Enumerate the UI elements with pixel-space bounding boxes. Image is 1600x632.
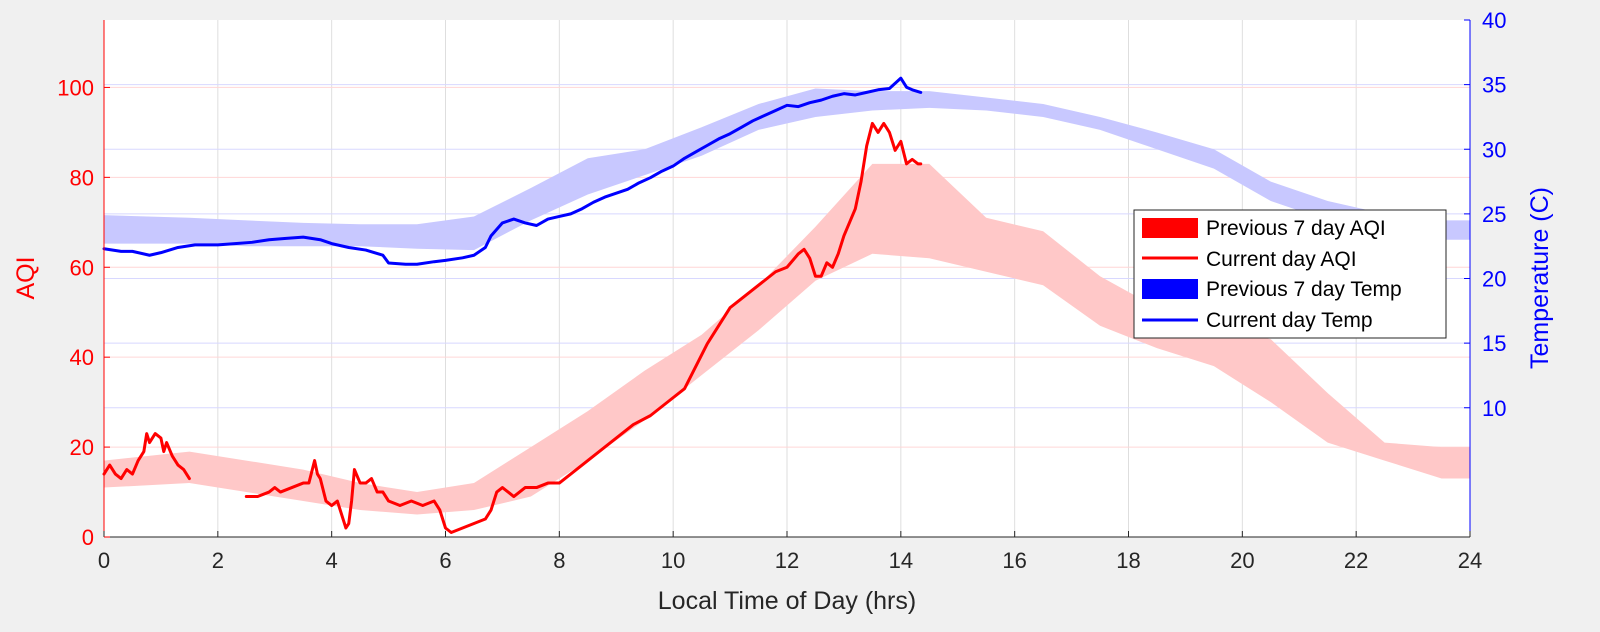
lines-layer <box>102 76 923 535</box>
line-series-1-seg-0 <box>102 432 191 481</box>
left-tick-label: 80 <box>70 165 94 190</box>
x-tick-label: 14 <box>889 548 913 573</box>
x-tick-label: 0 <box>98 548 110 573</box>
left-tick-label: 0 <box>82 525 94 550</box>
legend-swatch-prev-aqi <box>1142 218 1198 238</box>
legend: Previous 7 day AQI Current day AQI Previ… <box>1133 209 1447 339</box>
x-axis-label: Local Time of Day (hrs) <box>658 587 916 615</box>
right-tick-label: 10 <box>1482 396 1506 421</box>
legend-label-prev-temp: Previous 7 day Temp <box>1206 278 1402 301</box>
left-tick-label: 60 <box>70 255 94 280</box>
right-tick-label: 40 <box>1482 8 1506 33</box>
bands-layer <box>104 88 1470 515</box>
x-tick-label: 8 <box>553 548 565 573</box>
band-series-0 <box>104 163 1470 515</box>
legend-swatch-prev-temp <box>1142 279 1198 299</box>
right-axis-label: Temperature (C) <box>1526 187 1554 369</box>
x-tick-label: 16 <box>1002 548 1026 573</box>
right-tick-label: 20 <box>1482 267 1506 292</box>
line-series-3-seg-0 <box>102 76 923 266</box>
right-tick-label: 15 <box>1482 331 1506 356</box>
x-tick-label: 18 <box>1116 548 1140 573</box>
ticks-layer: 0 2 4 6 8 10 12 14 16 18 20 22 240204060801001015202… <box>57 8 1506 573</box>
x-tick-label: 6 <box>439 548 451 573</box>
band-series-2 <box>104 88 1470 251</box>
x-tick-label: 2 <box>212 548 224 573</box>
left-tick-label: 100 <box>57 75 94 100</box>
x-tick-label: 4 <box>326 548 338 573</box>
legend-label-prev-aqi: Previous 7 day AQI <box>1206 217 1386 240</box>
left-tick-label: 20 <box>70 435 94 460</box>
legend-label-cur-aqi: Current day AQI <box>1206 248 1357 271</box>
right-tick-label: 25 <box>1482 202 1506 227</box>
x-tick-label: 12 <box>775 548 799 573</box>
left-tick-label: 40 <box>70 345 94 370</box>
right-tick-label: 30 <box>1482 137 1506 162</box>
line-series-1-seg-1 <box>244 121 923 535</box>
right-tick-label: 35 <box>1482 73 1506 98</box>
x-tick-label: 20 <box>1230 548 1254 573</box>
x-tick-label: 10 <box>661 548 685 573</box>
x-tick-label: 22 <box>1344 548 1368 573</box>
left-axis-label: AQI <box>12 256 40 299</box>
x-tick-label: 24 <box>1458 548 1482 573</box>
legend-label-cur-temp: Current day Temp <box>1206 309 1373 332</box>
